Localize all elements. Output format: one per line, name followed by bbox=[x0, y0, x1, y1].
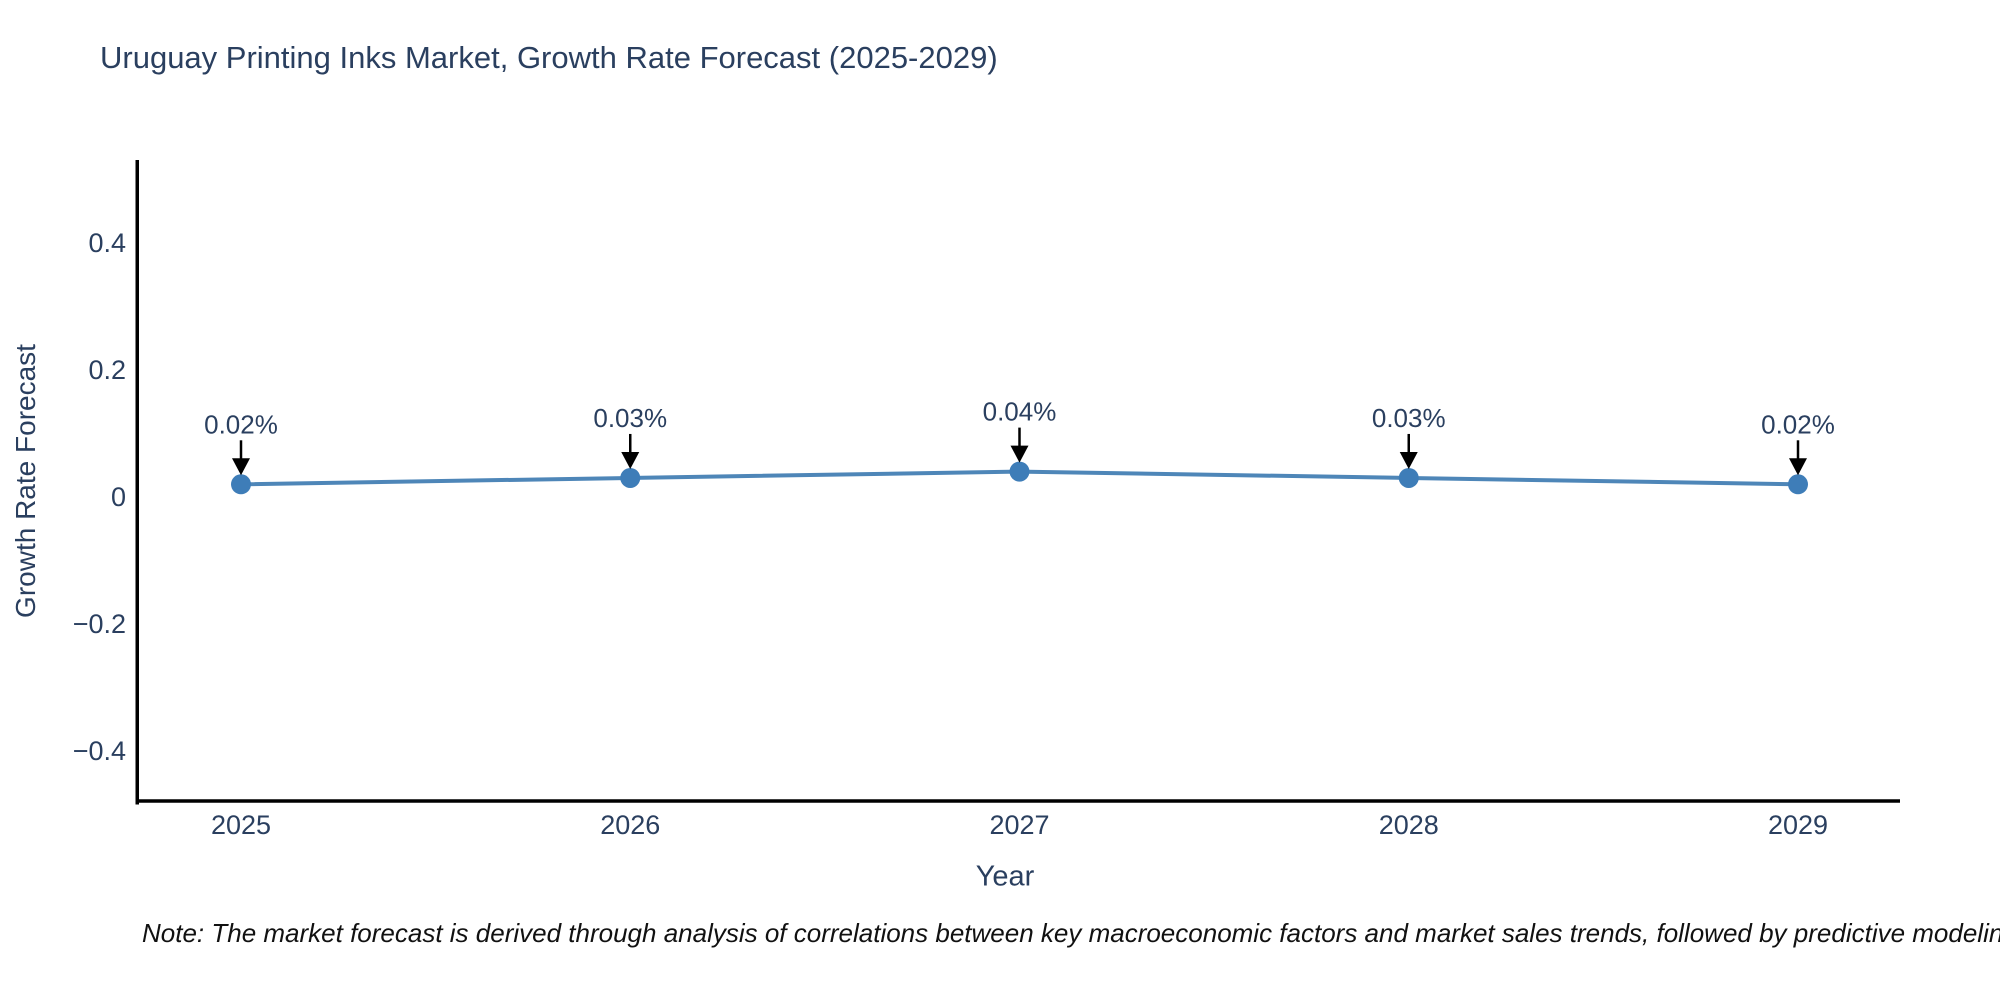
chart-title: Uruguay Printing Inks Market, Growth Rat… bbox=[100, 40, 998, 75]
x-tick-label: 2029 bbox=[1768, 810, 1828, 840]
data-point-marker bbox=[231, 474, 251, 495]
x-axis-line bbox=[135, 799, 1900, 803]
x-tick-label: 2027 bbox=[989, 810, 1049, 840]
data-point-marker bbox=[1398, 467, 1419, 488]
annotation-label: 0.04% bbox=[983, 397, 1057, 427]
y-tick-label: 0 bbox=[111, 482, 126, 512]
annotation-label: 0.03% bbox=[1372, 403, 1446, 433]
annotation-arrowhead-icon bbox=[1789, 458, 1807, 476]
y-tick-label: −0.2 bbox=[73, 609, 126, 639]
annotation-arrowhead-icon bbox=[232, 458, 250, 476]
data-point-marker bbox=[1009, 461, 1030, 482]
annotation-arrowhead-icon bbox=[1010, 445, 1029, 463]
data-point-marker bbox=[1788, 474, 1808, 495]
annotation-arrowhead-icon bbox=[1399, 451, 1418, 469]
data-point-marker bbox=[620, 467, 641, 488]
footnote: Note: The market forecast is derived thr… bbox=[142, 918, 2000, 948]
x-axis-title: Year bbox=[975, 860, 1035, 893]
y-tick-label: −0.4 bbox=[73, 736, 126, 766]
x-tick-label: 2026 bbox=[600, 810, 660, 840]
annotation-label: 0.03% bbox=[593, 403, 667, 433]
y-tick-label: 0.2 bbox=[88, 355, 126, 385]
x-tick-label: 2028 bbox=[1379, 810, 1439, 840]
annotation-label: 0.02% bbox=[204, 409, 278, 439]
y-tick-label: 0.4 bbox=[88, 228, 126, 258]
y-axis-line bbox=[135, 160, 139, 805]
x-tick-label: 2025 bbox=[211, 810, 271, 840]
annotation-arrowhead-icon bbox=[621, 451, 640, 469]
annotation-label: 0.02% bbox=[1761, 409, 1835, 439]
